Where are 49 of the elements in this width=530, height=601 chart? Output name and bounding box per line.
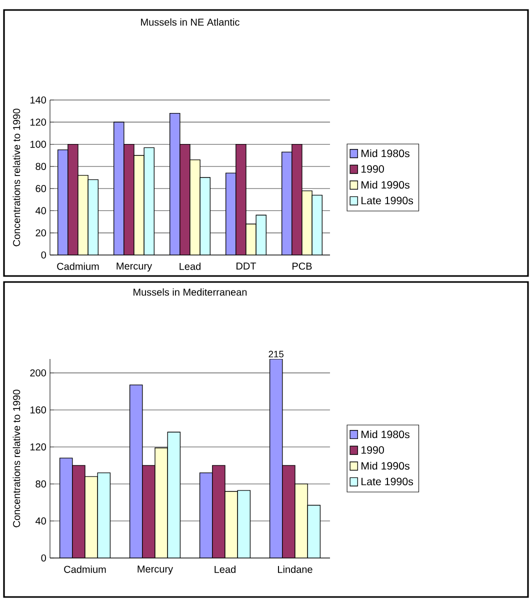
x-tick-label: Mercury [116, 262, 152, 272]
bar [154, 448, 168, 558]
x-tick-label: PCB [292, 262, 312, 270]
bar [224, 491, 238, 558]
y-tick-label: 40 [36, 517, 46, 525]
chart-title: Mussels in Mediterranean [134, 288, 247, 296]
bar [114, 122, 124, 255]
x-tick-label: Lead [214, 566, 236, 573]
y-tick-label: 100 [30, 140, 46, 148]
x-tick-label: Mercury [138, 566, 174, 575]
y-tick-label: 20 [36, 229, 46, 236]
x-tick-label: DDT [236, 262, 256, 270]
y-tick-label: 80 [36, 480, 46, 488]
bar [142, 465, 156, 558]
chart-title: Mussels in NE Atlantic [141, 18, 240, 26]
legend-label: Mid 1990s [362, 462, 410, 470]
bar [212, 465, 226, 558]
y-tick-label: 60 [36, 185, 46, 192]
y-tick-label: 0 [41, 554, 46, 562]
legend-label: Mid 1980s [362, 149, 410, 158]
bar [72, 465, 86, 558]
y-axis-title: Concentrations relative to 1990 [12, 390, 20, 528]
data-label: 215 [268, 350, 284, 358]
bar [282, 152, 292, 255]
bar [170, 112, 180, 255]
y-tick-label: 120 [30, 118, 46, 126]
x-tick-label: Cadmium [57, 262, 99, 270]
y-tick-label: 200 [30, 369, 46, 376]
y-tick-label: 40 [36, 207, 46, 214]
bar [226, 172, 236, 255]
y-tick-label: 80 [36, 162, 46, 170]
y-tick-label: 0 [41, 251, 46, 259]
y-tick-label: 140 [30, 96, 46, 104]
bar [84, 476, 98, 558]
y-axis-title: Concentrations relative to 1990 [12, 108, 20, 246]
x-tick-label: Lindane [278, 566, 312, 573]
x-tick-label: Lead [180, 262, 200, 270]
legend-label: Mid 1990s [362, 180, 410, 189]
x-tick-label: Cadmium [64, 566, 106, 573]
legend-label: 1990 [361, 165, 384, 173]
bar [282, 465, 296, 558]
legend-label: Late 1990s [362, 478, 414, 486]
y-tick-label: 160 [30, 406, 46, 414]
y-tick-label: 120 [30, 443, 46, 450]
legend-label: Mid 1980s [362, 430, 410, 438]
bar [58, 149, 68, 255]
legend-label: Late 1990s [362, 196, 414, 204]
legend-label: 1990 [361, 446, 384, 454]
bar [294, 484, 308, 558]
